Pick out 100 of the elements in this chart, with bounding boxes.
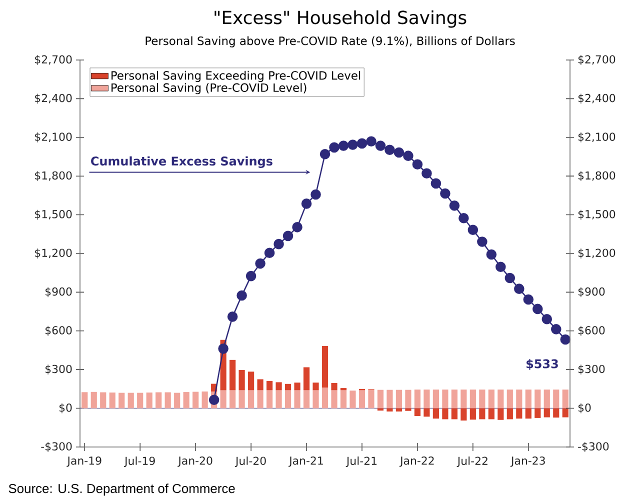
bar (442, 390, 448, 408)
point (504, 272, 516, 284)
bar (470, 408, 476, 420)
bar (156, 392, 162, 408)
point (246, 270, 256, 282)
bar (230, 390, 236, 408)
y2-tick-label: $2,100 (35, 132, 72, 142)
bar (386, 390, 393, 408)
bar (544, 408, 550, 418)
bar (479, 408, 486, 420)
bar (424, 390, 430, 408)
point (264, 248, 275, 258)
bar (534, 408, 541, 418)
point (227, 312, 238, 322)
bar (294, 390, 300, 408)
y-tick-label: $1,800 (578, 171, 616, 182)
bar (322, 388, 328, 408)
point (468, 224, 478, 236)
point (338, 140, 349, 151)
bar (128, 392, 134, 408)
bar (82, 392, 88, 408)
point (375, 140, 386, 151)
point (274, 238, 284, 250)
x-tick-label: Jan-19 (66, 456, 102, 467)
bar (164, 392, 171, 408)
point (301, 198, 312, 209)
x-tick-label: Jan-22 (400, 456, 434, 467)
y2-tick-label: -$300 (41, 442, 72, 452)
bar (562, 390, 568, 408)
y-tick-label: $900 (578, 287, 605, 298)
bar (544, 390, 550, 408)
chart-title: "Excess" Household Savings (214, 10, 466, 28)
point (477, 236, 488, 247)
bar (470, 390, 476, 408)
bar (358, 390, 366, 408)
bar (488, 408, 494, 420)
bar (312, 382, 319, 390)
point (348, 140, 358, 150)
point (523, 294, 534, 305)
point (320, 149, 330, 160)
point (255, 258, 266, 269)
bar (534, 390, 541, 408)
bar (183, 392, 190, 408)
x-tick-label: Jul-21 (346, 456, 377, 468)
bar (312, 390, 319, 408)
point (550, 324, 562, 334)
bar (432, 390, 440, 408)
bar (137, 392, 144, 408)
x-tick-label: Jan-20 (178, 456, 212, 467)
bar (506, 408, 513, 420)
y2-tick-label: $2,700 (35, 55, 72, 65)
bar (266, 390, 273, 408)
point (458, 212, 469, 224)
bar (276, 382, 282, 390)
point (422, 168, 432, 179)
bar (377, 390, 384, 408)
bar (284, 384, 292, 390)
bar (451, 390, 458, 408)
bar (386, 408, 393, 412)
bar (432, 408, 440, 419)
point (412, 159, 423, 170)
bar (284, 390, 292, 408)
annotation: Cumulative Excess Savings (91, 156, 272, 168)
point (430, 178, 442, 189)
point (449, 200, 460, 211)
bar (331, 383, 338, 390)
bar (479, 390, 486, 408)
bar (460, 408, 467, 421)
source-note: Source: U.S. Department of Commerce (8, 484, 235, 496)
bar (257, 390, 264, 408)
x-tick-label: Jul-19 (124, 456, 155, 468)
bar (303, 390, 310, 408)
point (403, 150, 414, 161)
x-tick-label: Jan-23 (510, 456, 545, 467)
bar (488, 390, 494, 408)
point (329, 142, 340, 153)
y-tick-label: $1,200 (578, 248, 616, 258)
bar (238, 370, 245, 390)
y2-tick-label: $2,400 (35, 94, 72, 104)
y2-tick-label: $1,800 (35, 171, 72, 182)
point (496, 262, 506, 272)
bar (451, 408, 458, 420)
y2-tick-label: $900 (46, 287, 72, 298)
y-tick-label: $2,100 (578, 132, 616, 142)
y-tick-label: $600 (578, 326, 605, 336)
point (366, 136, 376, 147)
bar (90, 392, 97, 408)
y-tick-label: $2,400 (578, 94, 616, 104)
bar (553, 408, 560, 418)
y-tick-label: $2,700 (578, 55, 616, 65)
legend-label: Personal Saving (Pre-COVID Level) (112, 83, 306, 94)
bar (230, 360, 236, 390)
point (292, 222, 302, 232)
bar (109, 392, 116, 408)
y2-tick-label: $0 (59, 403, 72, 414)
bar (220, 390, 226, 408)
y2-tick-label: $1,500 (35, 210, 72, 220)
point (532, 304, 543, 314)
point (236, 290, 247, 301)
bar (405, 390, 412, 408)
